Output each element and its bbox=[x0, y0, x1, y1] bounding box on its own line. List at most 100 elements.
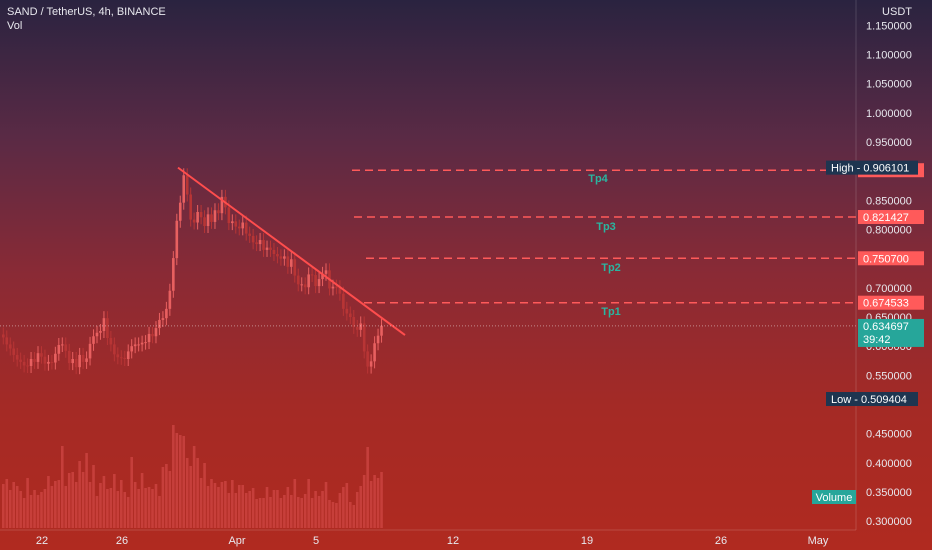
price-tick-label: 1.150000 bbox=[866, 20, 912, 32]
volume-bar bbox=[196, 458, 199, 528]
volume-bar bbox=[172, 425, 175, 528]
candle-body bbox=[133, 344, 137, 347]
candle-body bbox=[321, 273, 324, 280]
volume-bar bbox=[12, 482, 16, 528]
high-badge bbox=[826, 160, 918, 175]
candle-body bbox=[57, 345, 61, 354]
volume-bar bbox=[373, 475, 376, 528]
volume-bar bbox=[203, 463, 206, 528]
candle-body bbox=[310, 274, 314, 276]
volume-bar bbox=[119, 480, 123, 528]
candle-body bbox=[144, 342, 147, 344]
price-axis-unit: USDT bbox=[882, 6, 912, 18]
volume-bar bbox=[276, 490, 279, 528]
volume-bar bbox=[175, 433, 179, 528]
volume-bar bbox=[189, 466, 192, 528]
time-tick-label: 19 bbox=[581, 535, 593, 547]
candle-body bbox=[60, 344, 64, 346]
volume-bar bbox=[231, 480, 234, 528]
last-price-badge bbox=[858, 318, 924, 347]
volume-bar bbox=[154, 484, 158, 528]
volume-bar bbox=[5, 479, 9, 528]
symbol-title[interactable]: SAND / TetherUS, 4h, BINANCE bbox=[7, 6, 166, 18]
volume-bar bbox=[210, 479, 213, 528]
volume-bar bbox=[366, 447, 369, 528]
candle-body bbox=[244, 222, 248, 234]
volume-bar bbox=[241, 485, 245, 528]
time-tick-label: 22 bbox=[36, 535, 48, 547]
candle-body bbox=[189, 194, 192, 220]
candle-body bbox=[206, 214, 210, 227]
candle-body bbox=[168, 290, 172, 309]
volume-bar bbox=[178, 435, 182, 528]
candle-body bbox=[314, 275, 317, 287]
candle-body bbox=[380, 325, 383, 336]
candle-body bbox=[29, 359, 33, 367]
candle-body bbox=[151, 333, 154, 337]
take-profit-label: Tp3 bbox=[596, 221, 616, 233]
candle-body bbox=[210, 214, 213, 222]
candle-body bbox=[376, 335, 380, 344]
candle-body bbox=[199, 212, 203, 218]
volume-badge bbox=[812, 490, 856, 504]
volume-bar bbox=[57, 480, 61, 528]
volume-bar bbox=[64, 486, 68, 528]
candle-body bbox=[33, 359, 36, 362]
volume-bar bbox=[303, 494, 307, 528]
volume-bar bbox=[99, 483, 102, 528]
candle-body bbox=[296, 275, 300, 285]
candle-body bbox=[335, 286, 338, 288]
volume-bar bbox=[199, 478, 203, 528]
candle-body bbox=[123, 357, 127, 360]
volume-indicator-label[interactable]: Vol bbox=[7, 20, 23, 32]
volume-bar bbox=[335, 503, 338, 528]
volume-bar bbox=[106, 489, 109, 528]
candle-body bbox=[119, 357, 123, 359]
high-badge-text: High - 0.906101 bbox=[831, 163, 909, 175]
candle-body bbox=[279, 256, 283, 259]
candle-body bbox=[231, 221, 234, 224]
volume-bar bbox=[102, 476, 106, 528]
candle-body bbox=[158, 319, 161, 329]
volume-bar bbox=[67, 473, 71, 528]
price-tick-label: 0.450000 bbox=[866, 429, 912, 441]
candle-body bbox=[95, 332, 99, 337]
volume-bar bbox=[33, 490, 36, 528]
take-profit-label: Tp1 bbox=[601, 306, 621, 318]
time-tick-label: 26 bbox=[116, 535, 128, 547]
volume-bar bbox=[185, 458, 189, 528]
volume-bar bbox=[349, 502, 352, 528]
volume-bar bbox=[376, 478, 380, 528]
volume-bar bbox=[144, 488, 147, 528]
candle-body bbox=[203, 217, 206, 227]
candle-body bbox=[290, 259, 293, 267]
take-profit-label: Tp4 bbox=[588, 173, 608, 185]
volume-bar bbox=[36, 495, 40, 528]
time-tick-label: May bbox=[808, 535, 829, 547]
candle-body bbox=[161, 318, 165, 320]
bar-countdown: 39:42 bbox=[863, 334, 891, 346]
candle-body bbox=[196, 212, 199, 223]
volume-badge-text: Volume bbox=[816, 492, 853, 504]
candle-body bbox=[154, 328, 158, 337]
candle-body bbox=[331, 286, 335, 289]
candle-body bbox=[85, 358, 88, 362]
candle-body bbox=[130, 346, 133, 352]
level-price-badge bbox=[858, 295, 924, 310]
price-tick-label: 0.400000 bbox=[866, 458, 912, 470]
volume-bar bbox=[8, 490, 12, 528]
candle-body bbox=[241, 222, 245, 229]
trendline[interactable] bbox=[177, 166, 406, 336]
candle-body bbox=[192, 219, 196, 223]
volume-bar bbox=[182, 436, 186, 528]
candle-body bbox=[220, 196, 224, 214]
candle-body bbox=[342, 293, 345, 309]
take-profit-label: Tp2 bbox=[601, 262, 621, 274]
candle-body bbox=[81, 354, 85, 362]
volume-bar bbox=[95, 496, 99, 528]
candle-body bbox=[345, 308, 349, 314]
candle-body bbox=[293, 259, 297, 276]
candle-body bbox=[262, 240, 265, 250]
